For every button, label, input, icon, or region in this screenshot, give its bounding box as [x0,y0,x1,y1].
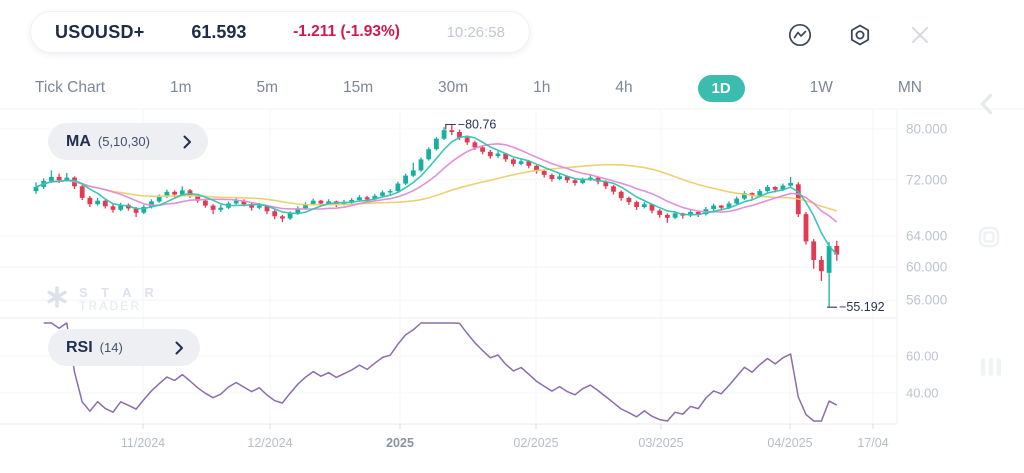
rsi-params: (14) [99,339,123,355]
ma-indicator-button[interactable]: MA (5,10,30) [48,123,208,160]
chevron-right-icon [175,341,184,355]
panel-toggle-icon[interactable] [976,224,1002,255]
time-axis-label: 03/2025 [638,436,684,450]
price-axis-label: 72.000 [906,172,948,188]
price-axis-label: 80.000 [906,121,948,137]
settings-icon[interactable] [846,21,874,49]
ma-params: (5,10,30) [97,133,150,149]
time-axis-label: 17/04 [857,436,889,450]
symbol-name: USOUSD+ [55,21,145,42]
chevron-right-icon [183,135,192,149]
watermark-logo: S T A R TRADER [44,284,159,315]
tab-15m[interactable]: 15m [342,79,374,96]
price-axis-label: 60.000 [906,259,948,275]
time-axis-label: 12/2024 [247,436,293,450]
time-axis-label: 02/2025 [513,436,559,450]
tab-1w[interactable]: 1W [809,79,833,96]
svg-text:−80.76: −80.76 [458,118,497,132]
price-axis-label: 64.000 [906,228,948,244]
trend-line-icon[interactable] [786,21,814,49]
tab-1h[interactable]: 1h [533,79,551,96]
price-axis-label: 56.000 [906,292,948,308]
rsi-label: RSI [66,338,93,356]
time-axis-label: 11/2024 [120,436,166,450]
last-price: 61.593 [191,21,247,42]
tab-1d[interactable]: 1D [697,74,745,102]
close-icon[interactable] [906,21,934,49]
svg-text:−55.192: −55.192 [839,300,885,314]
watermark-line2: TRADER [79,299,142,313]
tab-5m[interactable]: 5m [256,79,279,96]
tab-4h[interactable]: 4h [615,79,633,96]
price-change: -1.211 (-1.93%) [293,23,400,40]
symbol-header[interactable]: USOUSD+ 61.593 -1.211 (-1.93%) 10:26:58 [30,11,530,53]
tab-tick-chart[interactable]: Tick Chart [35,79,106,96]
rsi-indicator-button[interactable]: RSI (14) [48,329,200,366]
server-time: 10:26:58 [446,23,505,41]
drag-handle-icon[interactable] [978,354,1004,385]
collapse-panel-icon[interactable] [976,92,998,121]
star-logo-icon [44,284,70,315]
rsi-axis-label: 40.00 [906,385,939,401]
time-axis-label: 2025 [386,436,414,450]
ma-label: MA [66,132,91,150]
tab-30m[interactable]: 30m [438,79,469,96]
rsi-axis-label: 60.00 [906,348,939,364]
tab-1m[interactable]: 1m [169,79,192,96]
tab-mn[interactable]: MN [897,79,922,96]
timeframe-tabs: Tick Chart 1m 5m 15m 30m 1h 4h 1D 1W MN [35,72,922,104]
watermark-line1: S T A R [79,285,159,300]
time-axis-label: 04/2025 [767,436,813,450]
